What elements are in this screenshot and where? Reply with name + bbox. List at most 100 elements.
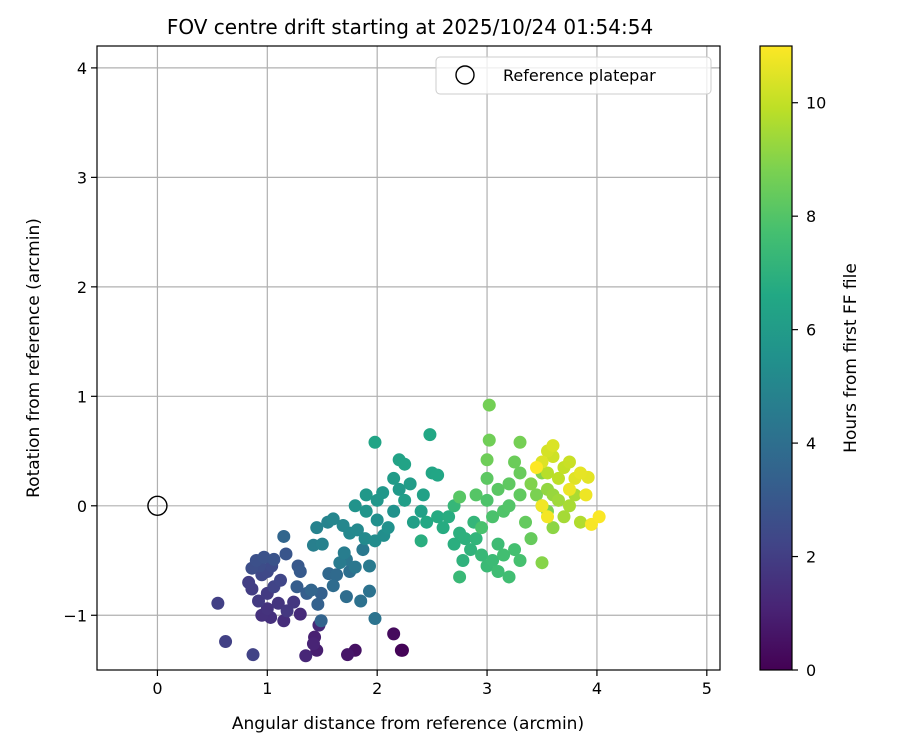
x-tick-label: 0 (152, 679, 162, 698)
data-point (341, 648, 355, 662)
data-point (513, 466, 527, 480)
data-point (257, 550, 271, 564)
data-point (551, 471, 565, 485)
data-point (513, 488, 527, 502)
y-tick-label: −1 (63, 606, 87, 625)
data-point (406, 515, 420, 529)
data-point (497, 548, 511, 562)
data-point (337, 546, 351, 560)
legend: Reference platepar (435, 56, 712, 95)
data-point (306, 637, 320, 651)
data-point (486, 554, 500, 568)
data-point (530, 460, 544, 474)
data-point (562, 499, 576, 513)
data-point (403, 477, 417, 491)
colorbar-tick-label: 6 (806, 321, 816, 340)
data-point (423, 428, 437, 442)
data-point (242, 575, 256, 589)
data-point (469, 532, 483, 546)
data-point (546, 521, 560, 535)
data-point (358, 532, 372, 546)
data-point (359, 488, 373, 502)
colorbar-tick-label: 2 (806, 548, 816, 567)
data-point (535, 556, 549, 570)
data-point (362, 584, 376, 598)
x-tick-label: 5 (702, 679, 712, 698)
data-point (348, 499, 362, 513)
data-point (260, 602, 274, 616)
data-point (280, 604, 294, 618)
data-point (453, 570, 467, 584)
data-point (394, 643, 408, 657)
y-tick-label: 4 (77, 59, 87, 78)
data-point (540, 510, 554, 524)
colorbar-tick-label: 8 (806, 207, 816, 226)
data-point (469, 488, 483, 502)
data-point (348, 560, 362, 574)
data-point (579, 488, 593, 502)
data-point (436, 521, 450, 535)
data-point (330, 568, 344, 582)
colorbar-tick-label: 10 (806, 94, 826, 113)
data-point (524, 477, 538, 491)
data-point (480, 471, 494, 485)
plot-frame (96, 45, 721, 671)
data-point (267, 552, 281, 566)
data-point (519, 515, 533, 529)
colorbar (760, 46, 792, 670)
data-point (573, 466, 587, 480)
data-point (540, 466, 554, 480)
data-point (447, 537, 461, 551)
data-point (486, 510, 500, 524)
data-point (392, 482, 406, 496)
grid-lines (97, 46, 720, 670)
axis-ticks: 0 1 2 3 4 5 −1 0 1 2 3 4 (63, 59, 712, 698)
data-points (211, 398, 606, 663)
x-axis-label: Angular distance from reference (arcmin) (232, 714, 584, 734)
data-point (387, 504, 401, 518)
data-point (420, 515, 434, 529)
data-point (290, 580, 304, 594)
y-tick-label: 1 (77, 387, 87, 406)
data-point (368, 612, 382, 626)
data-point (530, 488, 544, 502)
x-tick-label: 4 (592, 679, 602, 698)
data-point (314, 614, 328, 628)
data-point (480, 453, 494, 467)
y-tick-label: 3 (77, 168, 87, 187)
data-point (573, 515, 587, 529)
data-point (453, 490, 467, 504)
legend-box (435, 56, 712, 95)
data-point (464, 543, 478, 557)
data-point (562, 455, 576, 469)
data-point (293, 564, 307, 578)
data-point (359, 504, 373, 518)
data-point (458, 532, 472, 546)
data-point (414, 504, 428, 518)
data-point (326, 579, 340, 593)
data-point (431, 468, 445, 482)
colorbar-ticks: 0 2 4 6 8 10 (792, 94, 826, 680)
data-point (315, 537, 329, 551)
x-tick-label: 3 (482, 679, 492, 698)
data-point (416, 488, 430, 502)
data-point (491, 537, 505, 551)
data-point (362, 559, 376, 573)
data-point (414, 534, 428, 548)
data-point (356, 543, 370, 557)
data-point (219, 635, 233, 649)
data-point (314, 586, 328, 600)
data-point (279, 547, 293, 561)
data-point (491, 482, 505, 496)
data-point (456, 554, 470, 568)
data-point (387, 627, 401, 641)
data-point (299, 649, 313, 663)
colorbar-frame (759, 45, 793, 671)
data-point (370, 513, 384, 527)
data-point (442, 510, 456, 524)
data-point (475, 521, 489, 535)
colorbar-label: Hours from first FF file (841, 263, 861, 453)
data-point (502, 570, 516, 584)
data-point (398, 493, 412, 507)
